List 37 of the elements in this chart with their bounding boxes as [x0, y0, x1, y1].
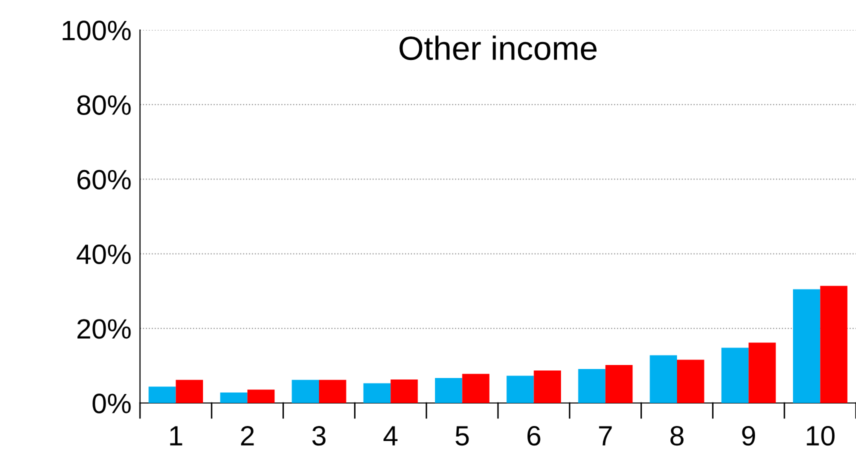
y-tick-label: 80%: [77, 95, 131, 115]
x-tick-label: 9: [742, 426, 756, 446]
chart-title: Other income: [400, 36, 597, 60]
bar: [605, 364, 633, 403]
bar: [748, 342, 776, 403]
bar: [792, 289, 820, 403]
x-tick-label: 10: [806, 426, 835, 446]
bar: [462, 374, 490, 403]
y-tick-label: 40%: [76, 244, 131, 264]
bar: [820, 286, 848, 403]
x-tick-label: 4: [384, 426, 398, 446]
bar: [506, 376, 534, 403]
bar: [363, 383, 391, 403]
bar: [390, 380, 418, 403]
bar: [176, 380, 204, 403]
x-tick-label: 8: [670, 426, 684, 446]
x-tick-label: 3: [312, 426, 326, 446]
bar: [247, 390, 275, 403]
bar: [534, 370, 562, 403]
x-tick-label: 6: [527, 426, 540, 446]
y-tick-label: 0%: [92, 394, 131, 414]
y-tick-label: 100%: [62, 20, 131, 40]
bar: [721, 348, 749, 403]
x-tick-label: 1: [170, 426, 182, 446]
y-tick-label: 60%: [77, 170, 131, 190]
x-tick-label: 7: [599, 426, 612, 446]
bar: [434, 378, 462, 403]
bar: [650, 355, 677, 403]
bar: [148, 386, 176, 403]
bar: [220, 392, 248, 403]
x-tick-label: 2: [241, 426, 254, 446]
bar: [578, 369, 606, 403]
x-tick-label: 5: [456, 426, 469, 446]
bar: [677, 360, 704, 403]
bar: [292, 380, 319, 403]
y-tick-label: 20%: [77, 319, 131, 339]
bar: [319, 380, 346, 403]
